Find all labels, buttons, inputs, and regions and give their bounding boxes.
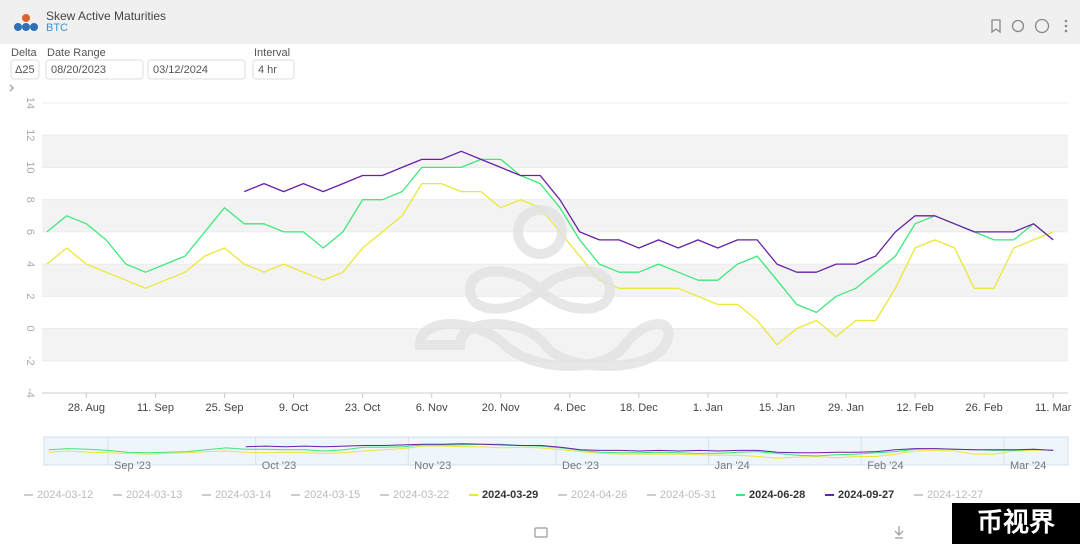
delta-label: Delta [11, 47, 38, 59]
x-tick-label: 12. Feb [896, 402, 933, 414]
menu-button[interactable] [1064, 19, 1068, 33]
x-tick-label: 9. Oct [279, 402, 308, 414]
navigator-tick-label: Feb '24 [867, 460, 903, 472]
interval-label: Interval [254, 47, 290, 59]
x-tick-label: 29. Jan [828, 402, 864, 414]
header-bar [0, 0, 1080, 44]
legend-item[interactable]: 2024-09-27 [838, 489, 894, 501]
navigator-line [48, 443, 1054, 457]
navigator-series: Sep '23 Oct '23 Nov '23 Dec '23 Jan '24 Feb '… [48, 437, 1054, 472]
x-tick-label: 25. Sep [206, 402, 244, 414]
start-date-input[interactable] [45, 59, 144, 80]
navigator-tick-label: Nov '23 [414, 460, 451, 472]
watermark-logo [414, 205, 674, 371]
series-line [243, 150, 1054, 273]
interval-value: 4 hr [258, 64, 277, 76]
x-tick-label: 20. Nov [482, 402, 520, 414]
delta-select[interactable] [10, 59, 40, 80]
info-button[interactable] [1034, 18, 1050, 34]
legend: 2024-03-12 2024-03-13 2024-03-14 2024-03-15… [24, 489, 983, 501]
legend-item[interactable]: 2024-06-28 [749, 489, 805, 501]
legend-item[interactable]: 2024-03-22 [393, 489, 449, 501]
y-tick-label: 10 [24, 161, 36, 173]
y-tick-label: 0 [24, 325, 36, 331]
navigator-tick-label: Oct '23 [262, 460, 297, 472]
y-tick-label: -4 [24, 388, 36, 398]
bookmark-button[interactable] [991, 19, 1001, 34]
navigator-line [48, 445, 1054, 459]
y-tick-label: -2 [24, 356, 36, 366]
y-tick-label: 12 [24, 129, 36, 141]
navigator-tick-label: Dec '23 [562, 460, 599, 472]
x-tick-label: 1. Jan [693, 402, 723, 414]
logo [14, 14, 38, 31]
navigator-tick-label: Sep '23 [114, 460, 151, 472]
y-tick-label: 6 [24, 229, 36, 235]
x-tick-label: 6. Nov [416, 402, 448, 414]
x-tick-label: 11. Sep [137, 402, 174, 414]
legend-item[interactable]: 2024-03-12 [37, 489, 93, 501]
interval-select[interactable] [252, 59, 295, 80]
download-button[interactable] [894, 526, 904, 539]
y-tick-label: 8 [24, 197, 36, 203]
date-range-label: Date Range [47, 47, 106, 59]
x-tick-label: 15. Jan [759, 402, 795, 414]
start-date: 08/20/2023 [51, 64, 106, 76]
x-tick-label: 18. Dec [620, 402, 658, 414]
grid-band [42, 135, 1068, 168]
legend-item[interactable]: 2024-03-15 [304, 489, 360, 501]
legend-item[interactable]: 2024-12-27 [927, 489, 983, 501]
watermark: 币视界 [977, 507, 1055, 537]
x-tick-label: 4. Dec [554, 402, 586, 414]
refresh-button[interactable] [1011, 19, 1025, 33]
navigator-tick-label: Jan '24 [715, 460, 750, 472]
watermark-box [952, 503, 1080, 544]
y-tick-label: 4 [24, 261, 36, 267]
y-tick-label: 2 [24, 293, 36, 299]
legend-item[interactable]: 2024-05-31 [660, 489, 716, 501]
legend-item[interactable]: 2024-04-26 [571, 489, 627, 501]
x-tick-label: 23. Oct [345, 402, 380, 414]
legend-item[interactable]: 2024-03-14 [215, 489, 271, 501]
screenshot-button[interactable] [534, 527, 548, 538]
x-tick-label: 11. Mar [1035, 402, 1072, 414]
header-title: Skew Active Maturities [46, 9, 166, 23]
x-tick-label: 28. Aug [68, 402, 105, 414]
navigator-tick-label: Mar '24 [1010, 460, 1046, 472]
header-subtitle: BTC [46, 22, 68, 34]
expand-arrow[interactable] [9, 84, 14, 92]
navigator-line [245, 443, 1054, 454]
delta-value: Δ25 [15, 64, 35, 76]
series-line [46, 158, 1054, 314]
end-date: 03/12/2024 [153, 64, 208, 76]
x-tick-label: 26. Feb [965, 402, 1002, 414]
legend-item[interactable]: 2024-03-29 [482, 489, 538, 501]
y-tick-label: 14 [24, 97, 36, 109]
series-line [46, 182, 1054, 346]
end-date-input[interactable] [147, 59, 246, 80]
legend-item[interactable]: 2024-03-13 [126, 489, 182, 501]
